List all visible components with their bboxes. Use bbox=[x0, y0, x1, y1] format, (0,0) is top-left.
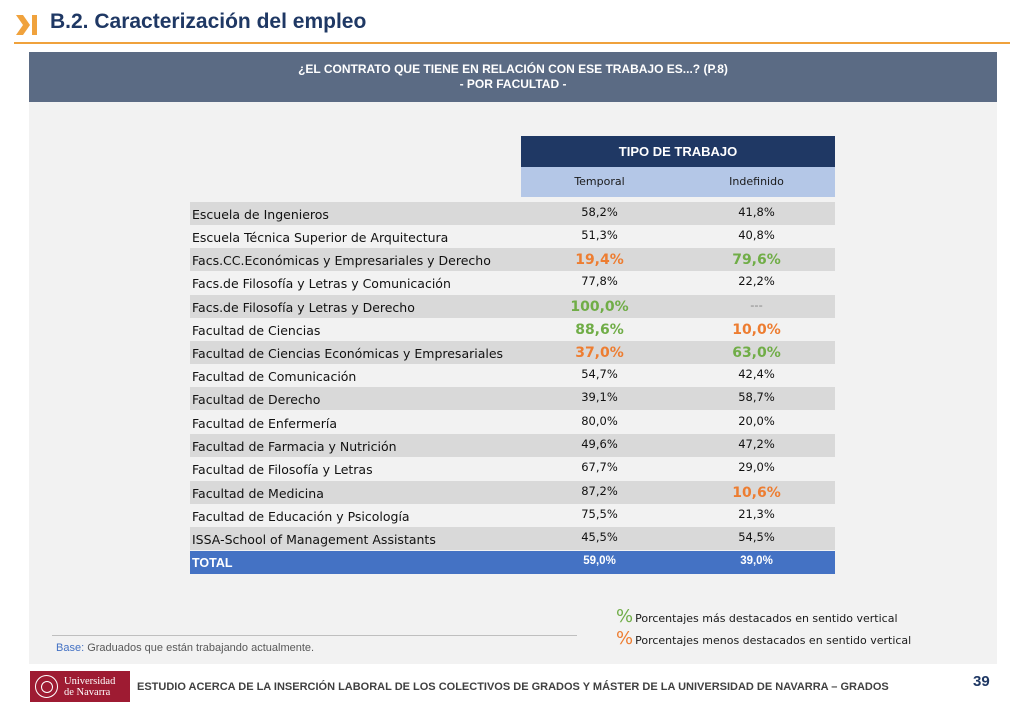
row-label: Facultad de Comunicación bbox=[192, 369, 357, 384]
footer-text: ESTUDIO ACERCA DE LA INSERCIÓN LABORAL D… bbox=[137, 681, 889, 693]
seal-icon bbox=[35, 675, 58, 698]
column-header-indefinido: Indefinido bbox=[729, 175, 784, 188]
university-logo: Universidad de Navarra bbox=[30, 671, 130, 702]
cell-temporal: 58,2% bbox=[581, 205, 618, 219]
cell-temporal: 75,5% bbox=[581, 507, 618, 521]
table-row: Escuela Técnica Superior de Arquitectura… bbox=[190, 225, 835, 248]
table-row: Facs.de Filosofía y Letras y Comunicació… bbox=[190, 271, 835, 294]
table-row: Facultad de Medicina 87,2% 10,6% bbox=[190, 481, 835, 504]
percent-orange-icon: % bbox=[616, 628, 634, 649]
table-row: Facultad de Enfermería 80,0% 20,0% bbox=[190, 411, 835, 434]
cell-temporal: 54,7% bbox=[581, 367, 618, 381]
logo-line-1: Universidad bbox=[64, 676, 116, 687]
question-band: ¿EL CONTRATO QUE TIENE EN RELACIÓN CON E… bbox=[29, 52, 997, 102]
cell-temporal: 80,0% bbox=[581, 414, 618, 428]
row-label: Facultad de Filosofía y Letras bbox=[192, 462, 373, 477]
cell-temporal: 49,6% bbox=[581, 437, 618, 451]
cell-indefinido: 20,0% bbox=[738, 414, 775, 428]
row-label: Facultad de Ciencias bbox=[192, 323, 321, 338]
table-row: Facultad de Ciencias 88,6% 10,0% bbox=[190, 318, 835, 341]
cell-indefinido: 10,6% bbox=[732, 485, 781, 501]
legend-less: % Porcentajes menos destacados en sentido… bbox=[616, 628, 911, 649]
table-row: ISSA-School of Management Assistants 45,… bbox=[190, 527, 835, 550]
logo-line-2: de Navarra bbox=[64, 687, 111, 698]
cell-indefinido: --- bbox=[750, 298, 763, 312]
percent-green-icon: % bbox=[616, 606, 634, 627]
section-header: B.2. Caracterización del empleo bbox=[14, 8, 1010, 44]
row-label: Facultad de Educación y Psicología bbox=[192, 509, 410, 524]
base-text: Graduados que están trabajando actualmen… bbox=[84, 642, 315, 654]
question-title: ¿EL CONTRATO QUE TIENE EN RELACIÓN CON E… bbox=[298, 62, 728, 76]
cell-indefinido: 54,5% bbox=[738, 530, 775, 544]
table-row: Facultad de Educación y Psicología 75,5%… bbox=[190, 504, 835, 527]
row-label: Facultad de Farmacia y Nutrición bbox=[192, 439, 397, 454]
chevron-bar-icon bbox=[16, 15, 37, 35]
row-label: Facultad de Ciencias Económicas y Empres… bbox=[192, 346, 504, 361]
base-label: Base: bbox=[56, 642, 85, 654]
cell-temporal: 19,4% bbox=[575, 252, 624, 268]
total-temporal: 59,0% bbox=[583, 555, 616, 567]
total-indefinido: 39,0% bbox=[740, 555, 773, 567]
table-row: Facultad de Derecho 39,1% 58,7% bbox=[190, 387, 835, 410]
table-row: Escuela de Ingenieros 58,2% 41,8% bbox=[190, 202, 835, 225]
cell-temporal: 39,1% bbox=[581, 390, 618, 404]
cell-temporal: 88,6% bbox=[575, 322, 624, 338]
row-label: Escuela Técnica Superior de Arquitectura bbox=[192, 230, 449, 245]
table-row: Facultad de Comunicación 54,7% 42,4% bbox=[190, 364, 835, 387]
cell-temporal: 87,2% bbox=[581, 484, 618, 498]
total-row: TOTAL 59,0% 39,0% bbox=[190, 551, 835, 574]
cell-temporal: 45,5% bbox=[581, 530, 618, 544]
cell-indefinido: 10,0% bbox=[732, 322, 781, 338]
cell-temporal: 67,7% bbox=[581, 460, 618, 474]
row-label: ISSA-School of Management Assistants bbox=[192, 532, 436, 547]
base-note: Base: Graduados que están trabajando act… bbox=[56, 642, 314, 654]
cell-temporal: 51,3% bbox=[581, 228, 618, 242]
table-row: Facs.CC.Económicas y Empresariales y Der… bbox=[190, 248, 835, 271]
legend-more-text: Porcentajes más destacados en sentido ve… bbox=[635, 612, 898, 625]
total-label: TOTAL bbox=[192, 556, 233, 570]
cell-indefinido: 79,6% bbox=[732, 252, 781, 268]
row-label: Facs.de Filosofía y Letras y Derecho bbox=[192, 300, 415, 315]
cell-indefinido: 42,4% bbox=[738, 367, 775, 381]
cell-indefinido: 21,3% bbox=[738, 507, 775, 521]
table-row: Facs.de Filosofía y Letras y Derecho 100… bbox=[190, 295, 835, 318]
group-header: TIPO DE TRABAJO bbox=[521, 136, 835, 167]
row-label: Escuela de Ingenieros bbox=[192, 207, 329, 222]
legend-less-text: Porcentajes menos destacados en sentido … bbox=[635, 634, 912, 647]
divider bbox=[52, 635, 577, 636]
row-label: Facs.CC.Económicas y Empresariales y Der… bbox=[192, 253, 491, 268]
cell-indefinido: 63,0% bbox=[732, 345, 781, 361]
cell-indefinido: 47,2% bbox=[738, 437, 775, 451]
table-row: Facultad de Filosofía y Letras 67,7% 29,… bbox=[190, 457, 835, 480]
table-row: Facultad de Ciencias Económicas y Empres… bbox=[190, 341, 835, 364]
legend-more: % Porcentajes más destacados en sentido v… bbox=[616, 606, 898, 627]
cell-indefinido: 22,2% bbox=[738, 274, 775, 288]
cell-indefinido: 58,7% bbox=[738, 390, 775, 404]
row-label: Facs.de Filosofía y Letras y Comunicació… bbox=[192, 276, 451, 291]
cell-indefinido: 29,0% bbox=[738, 460, 775, 474]
cell-temporal: 77,8% bbox=[581, 274, 618, 288]
row-label: Facultad de Derecho bbox=[192, 392, 321, 407]
cell-temporal: 100,0% bbox=[570, 299, 629, 315]
logo-text: Universidad de Navarra bbox=[64, 676, 115, 698]
row-label: Facultad de Medicina bbox=[192, 486, 324, 501]
cell-temporal: 37,0% bbox=[575, 345, 624, 361]
column-header-temporal: Temporal bbox=[574, 175, 625, 188]
question-subtitle: - POR FACULTAD - bbox=[459, 77, 567, 91]
page-number: 39 bbox=[973, 673, 990, 690]
cell-indefinido: 40,8% bbox=[738, 228, 775, 242]
cell-indefinido: 41,8% bbox=[738, 205, 775, 219]
column-headers: Temporal Indefinido bbox=[521, 167, 835, 197]
table-row: Facultad de Farmacia y Nutrición 49,6% 4… bbox=[190, 434, 835, 457]
page-title: B.2. Caracterización del empleo bbox=[50, 10, 367, 33]
row-label: Facultad de Enfermería bbox=[192, 416, 338, 431]
